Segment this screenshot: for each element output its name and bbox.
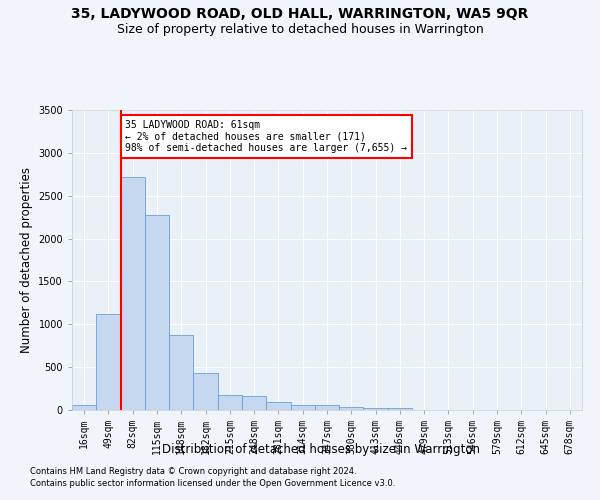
Bar xyxy=(145,216,169,410)
Bar xyxy=(96,314,121,410)
Text: Contains HM Land Registry data © Crown copyright and database right 2024.: Contains HM Land Registry data © Crown c… xyxy=(30,467,356,476)
Text: Contains public sector information licensed under the Open Government Licence v3: Contains public sector information licen… xyxy=(30,478,395,488)
Bar xyxy=(290,405,315,410)
Bar xyxy=(121,177,145,410)
Text: Size of property relative to detached houses in Warrington: Size of property relative to detached ho… xyxy=(116,22,484,36)
Text: Distribution of detached houses by size in Warrington: Distribution of detached houses by size … xyxy=(162,442,480,456)
Bar xyxy=(72,406,96,410)
Y-axis label: Number of detached properties: Number of detached properties xyxy=(20,167,32,353)
Text: 35, LADYWOOD ROAD, OLD HALL, WARRINGTON, WA5 9QR: 35, LADYWOOD ROAD, OLD HALL, WARRINGTON,… xyxy=(71,8,529,22)
Text: 35 LADYWOOD ROAD: 61sqm
← 2% of detached houses are smaller (171)
98% of semi-de: 35 LADYWOOD ROAD: 61sqm ← 2% of detached… xyxy=(125,120,407,154)
Bar xyxy=(169,335,193,410)
Bar xyxy=(364,408,388,410)
Bar xyxy=(315,406,339,410)
Bar xyxy=(388,408,412,410)
Bar xyxy=(242,396,266,410)
Bar xyxy=(339,407,364,410)
Bar xyxy=(193,373,218,410)
Bar xyxy=(266,402,290,410)
Bar xyxy=(218,395,242,410)
